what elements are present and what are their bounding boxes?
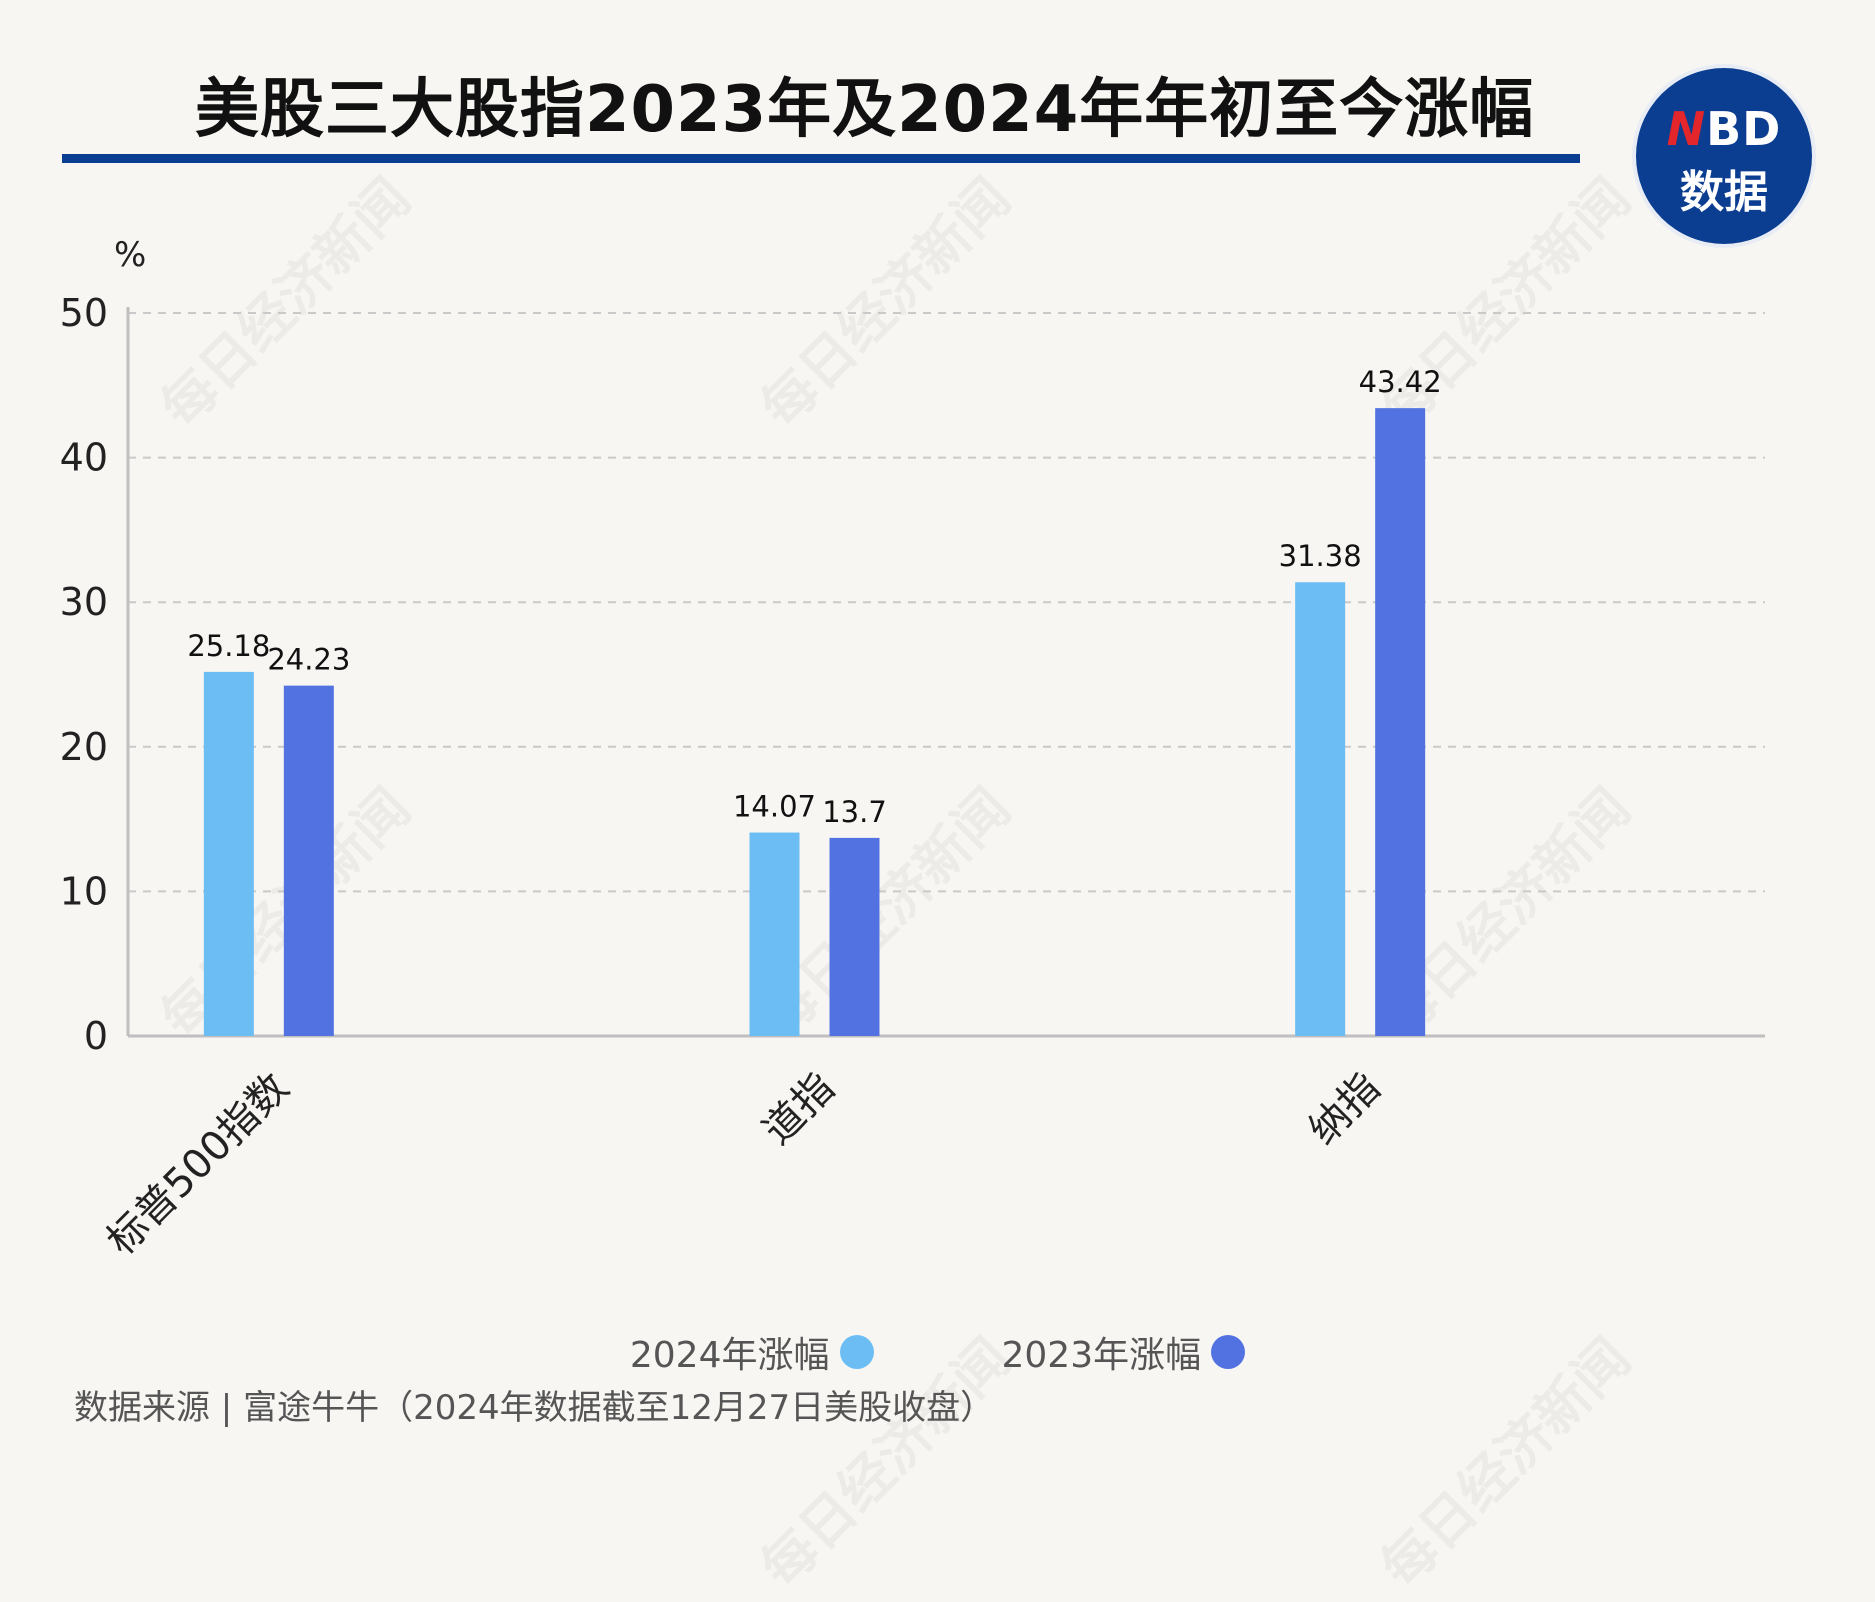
legend-item-2024: 2024年涨幅 [630, 1326, 874, 1378]
y-tick-label: 20 [60, 725, 108, 769]
title-underline [62, 154, 1580, 163]
bar [749, 832, 800, 1036]
y-tick-label: 0 [84, 1014, 108, 1058]
bar [203, 671, 254, 1036]
nbd-logo: NBD 数据 [1636, 68, 1812, 244]
logo-line1: NBD [1636, 102, 1812, 156]
x-tick-label: 道指 [754, 1065, 843, 1154]
y-tick-label: 40 [60, 436, 108, 480]
legend-item-2023: 2023年涨幅 [912, 1326, 1246, 1378]
logo-line2: 数据 [1680, 167, 1768, 218]
chart-title: 美股三大股指2023年及2024年年初至今涨幅 [195, 73, 1535, 147]
data-label: 13.7 [822, 795, 887, 829]
legend-swatch-2023 [1211, 1335, 1246, 1369]
bar [1295, 582, 1346, 1036]
y-axis-unit: % [114, 235, 146, 275]
bar [829, 837, 880, 1036]
data-label: 31.38 [1279, 539, 1362, 573]
x-tick-label: 标普500指数 [98, 1065, 298, 1265]
logo-bd: BD [1706, 102, 1782, 156]
y-tick-label: 50 [60, 291, 108, 335]
legend-swatch-2024 [839, 1335, 874, 1369]
data-label: 43.42 [1359, 365, 1442, 399]
bar [283, 685, 334, 1036]
source-note: 数据来源 | 富途牛牛（2024年数据截至12月27日美股收盘） [74, 1388, 995, 1428]
bar [1375, 408, 1426, 1036]
data-label: 25.18 [187, 629, 270, 663]
legend-label-2023: 2023年涨幅 [1001, 1335, 1202, 1376]
logo-n: N [1666, 102, 1707, 156]
data-label: 24.23 [267, 643, 350, 677]
x-tick-label: 纳指 [1300, 1065, 1389, 1154]
legend-label-2024: 2024年涨幅 [629, 1335, 830, 1376]
legend: 2024年涨幅 2023年涨幅 [0, 1326, 1875, 1378]
data-label: 14.07 [733, 790, 816, 824]
y-tick-label: 10 [60, 869, 108, 913]
y-tick-label: 30 [60, 580, 108, 624]
